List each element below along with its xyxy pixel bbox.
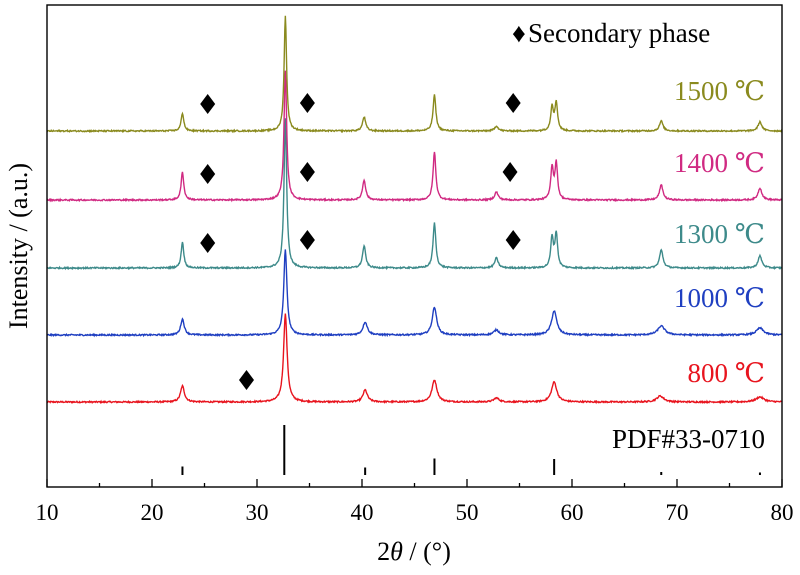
series-labels-group: 800 ℃ 1000 ℃ 1300 ℃ 1400 ℃ 1500 ℃ [674, 76, 765, 388]
x-tick-label: 10 [36, 500, 59, 525]
legend-marker-icon: ♦ [512, 18, 526, 48]
series-label: 800 ℃ [688, 358, 765, 388]
y-axis-title: Intensity / (a.u.) [4, 163, 33, 329]
traces-group [46, 15, 783, 405]
series-label: 1500 ℃ [674, 76, 765, 106]
reference-pattern-group [181, 425, 761, 475]
series-line [46, 70, 783, 203]
secondary-phase-marker [200, 233, 216, 253]
secondary-phase-marker [502, 162, 518, 182]
series-label: 1000 ℃ [674, 283, 765, 313]
x-axis-title: 2θ / (°) [377, 537, 451, 566]
x-axis-title-prefix: 2 [377, 537, 390, 566]
reference-label: PDF#33-0710 [612, 424, 765, 454]
x-tick-label: 40 [351, 500, 374, 525]
secondary-phase-marker [505, 230, 521, 250]
x-tick-label: 20 [141, 500, 164, 525]
secondary-phase-marker [200, 164, 216, 184]
secondary-phase-marker [505, 93, 521, 113]
x-axis-title-unit: / (°) [403, 537, 451, 566]
series-line [46, 15, 783, 134]
x-axis-title-theta: θ [390, 537, 403, 566]
secondary-phase-marker [239, 370, 254, 390]
x-tick-label: 30 [246, 500, 269, 525]
x-tick-label: 60 [561, 500, 584, 525]
series-label: 1400 ℃ [674, 148, 765, 178]
series-label: 1300 ℃ [674, 219, 765, 249]
series-line [46, 249, 783, 338]
x-tick-label: 70 [666, 500, 689, 525]
secondary-phase-marker [200, 94, 216, 114]
legend-label: Secondary phase [528, 18, 710, 48]
x-tick-label: 50 [456, 500, 479, 525]
series-line [46, 313, 782, 405]
secondary-phase-marker [299, 93, 315, 113]
secondary-phase-markers-group [200, 93, 521, 390]
secondary-phase-marker [299, 230, 315, 250]
secondary-phase-marker [299, 162, 315, 182]
x-tick-label: 80 [771, 500, 794, 525]
x-ticks-group: 10 20 30 40 50 60 70 80 [36, 479, 794, 525]
series-line [46, 118, 783, 271]
